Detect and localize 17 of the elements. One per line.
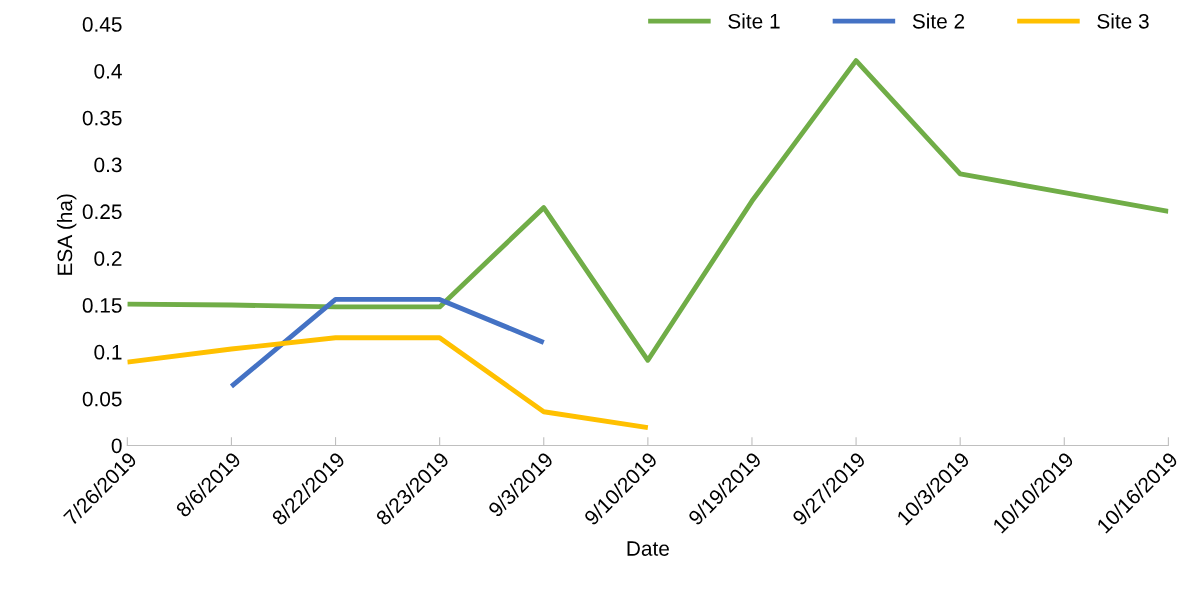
y-tick-label: 0.15 bbox=[82, 298, 122, 313]
legend-label: Site 2 bbox=[912, 13, 965, 29]
y-tick-label: 0 bbox=[111, 438, 122, 454]
y-tick-label: 0.25 bbox=[82, 204, 122, 220]
y-tick-label: 0.3 bbox=[94, 157, 122, 173]
y-tick-label: 0.1 bbox=[94, 344, 122, 360]
legend-label: Site 3 bbox=[1097, 13, 1149, 29]
y-tick-label: 0.05 bbox=[82, 391, 122, 407]
y-tick-label: 0.2 bbox=[94, 251, 122, 266]
legend-label: Site 1 bbox=[728, 13, 780, 29]
y-tick-label: 0.35 bbox=[82, 110, 122, 126]
x-axis-title: Date bbox=[627, 541, 669, 556]
y-tick-label: 0.45 bbox=[82, 17, 122, 32]
line-series bbox=[127, 335, 651, 431]
line-series bbox=[127, 58, 1169, 363]
y-tick-label: 0.4 bbox=[94, 63, 122, 79]
y-axis-title: ESA (ha) bbox=[56, 194, 77, 275]
